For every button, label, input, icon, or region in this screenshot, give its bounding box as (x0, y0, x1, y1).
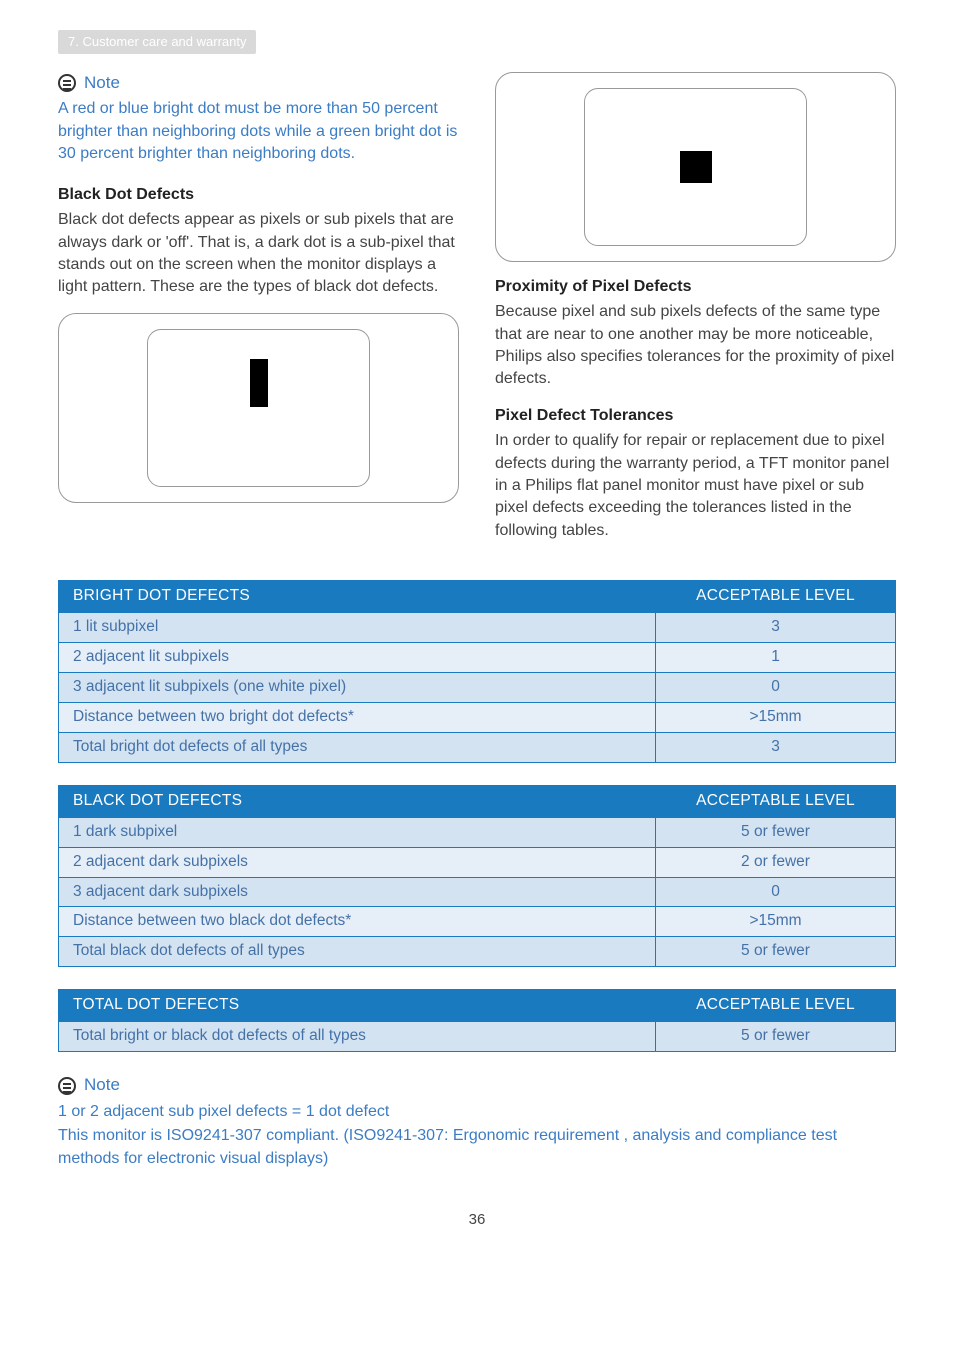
table-header-row: BLACK DOT DEFECTS ACCEPTABLE LEVEL (59, 785, 896, 817)
breadcrumb: 7. Customer care and warranty (58, 30, 256, 54)
note-text-2: 1 or 2 adjacent sub pixel defects = 1 do… (58, 1101, 896, 1123)
cell: Total black dot defects of all types (59, 937, 656, 967)
cell: Distance between two bright dot defects* (59, 702, 656, 732)
cell: 3 (656, 732, 896, 762)
cell: Total bright or black dot defects of all… (59, 1022, 656, 1052)
cell: 2 or fewer (656, 847, 896, 877)
col-header: ACCEPTABLE LEVEL (656, 990, 896, 1022)
table-header-row: BRIGHT DOT DEFECTS ACCEPTABLE LEVEL (59, 581, 896, 613)
table-row: 2 adjacent lit subpixels1 (59, 643, 896, 673)
cell: 1 lit subpixel (59, 613, 656, 643)
note-header-1: Note (58, 72, 459, 95)
table-row: Total black dot defects of all types5 or… (59, 937, 896, 967)
col-header: TOTAL DOT DEFECTS (59, 990, 656, 1022)
table-row: 1 lit subpixel3 (59, 613, 896, 643)
cell: 2 adjacent lit subpixels (59, 643, 656, 673)
cell: 5 or fewer (656, 1022, 896, 1052)
black-subpixel-glyph (250, 359, 268, 407)
cell: 0 (656, 673, 896, 703)
tolerances-title: Pixel Defect Tolerances (495, 405, 896, 427)
cell: >15mm (656, 702, 896, 732)
note-header-2: Note (58, 1074, 896, 1097)
note-icon (58, 74, 76, 92)
diagram-single-black-subpixel (58, 313, 459, 503)
table-row: Distance between two bright dot defects*… (59, 702, 896, 732)
cell: 3 adjacent dark subpixels (59, 877, 656, 907)
note-title: Note (84, 1074, 120, 1097)
table-row: 2 adjacent dark subpixels2 or fewer (59, 847, 896, 877)
diagram-inner (147, 329, 370, 487)
diagram-single-black-pixel (495, 72, 896, 262)
black-dot-title: Black Dot Defects (58, 184, 459, 206)
cell: Total bright dot defects of all types (59, 732, 656, 762)
cell: 1 (656, 643, 896, 673)
col-header: ACCEPTABLE LEVEL (656, 581, 896, 613)
table-row: 3 adjacent lit subpixels (one white pixe… (59, 673, 896, 703)
cell: Distance between two black dot defects* (59, 907, 656, 937)
cell: 2 adjacent dark subpixels (59, 847, 656, 877)
col-header: ACCEPTABLE LEVEL (656, 785, 896, 817)
cell: 5 or fewer (656, 817, 896, 847)
note-text-1: A red or blue bright dot must be more th… (58, 98, 459, 165)
cell: 0 (656, 877, 896, 907)
col-header: BRIGHT DOT DEFECTS (59, 581, 656, 613)
page-number: 36 (58, 1210, 896, 1230)
table-row: 1 dark subpixel5 or fewer (59, 817, 896, 847)
black-dot-text: Black dot defects appear as pixels or su… (58, 209, 459, 299)
table-header-row: TOTAL DOT DEFECTS ACCEPTABLE LEVEL (59, 990, 896, 1022)
table-row: Total bright dot defects of all types3 (59, 732, 896, 762)
right-column: Proximity of Pixel Defects Because pixel… (495, 72, 896, 557)
col-header: BLACK DOT DEFECTS (59, 785, 656, 817)
cell: >15mm (656, 907, 896, 937)
tolerances-text: In order to qualify for repair or replac… (495, 430, 896, 542)
note-text-2b: This monitor is ISO9241-307 compliant. (… (58, 1125, 896, 1170)
cell: 3 (656, 613, 896, 643)
table-row: Total bright or black dot defects of all… (59, 1022, 896, 1052)
note-icon (58, 1077, 76, 1095)
cell: 3 adjacent lit subpixels (one white pixe… (59, 673, 656, 703)
table-row: Distance between two black dot defects*>… (59, 907, 896, 937)
proximity-text: Because pixel and sub pixels defects of … (495, 301, 896, 391)
proximity-title: Proximity of Pixel Defects (495, 276, 896, 298)
cell: 1 dark subpixel (59, 817, 656, 847)
content-columns: Note A red or blue bright dot must be mo… (58, 72, 896, 557)
left-column: Note A red or blue bright dot must be mo… (58, 72, 459, 557)
cell: 5 or fewer (656, 937, 896, 967)
total-dot-table: TOTAL DOT DEFECTS ACCEPTABLE LEVEL Total… (58, 989, 896, 1052)
black-pixel-glyph (680, 151, 712, 183)
bright-dot-table: BRIGHT DOT DEFECTS ACCEPTABLE LEVEL 1 li… (58, 580, 896, 763)
note-title: Note (84, 72, 120, 95)
table-row: 3 adjacent dark subpixels0 (59, 877, 896, 907)
diagram-inner (584, 88, 807, 246)
black-dot-table: BLACK DOT DEFECTS ACCEPTABLE LEVEL 1 dar… (58, 785, 896, 968)
